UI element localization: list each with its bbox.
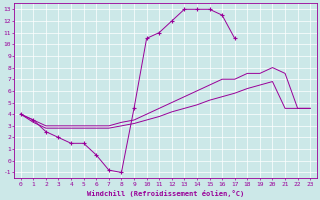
X-axis label: Windchill (Refroidissement éolien,°C): Windchill (Refroidissement éolien,°C) bbox=[87, 190, 244, 197]
